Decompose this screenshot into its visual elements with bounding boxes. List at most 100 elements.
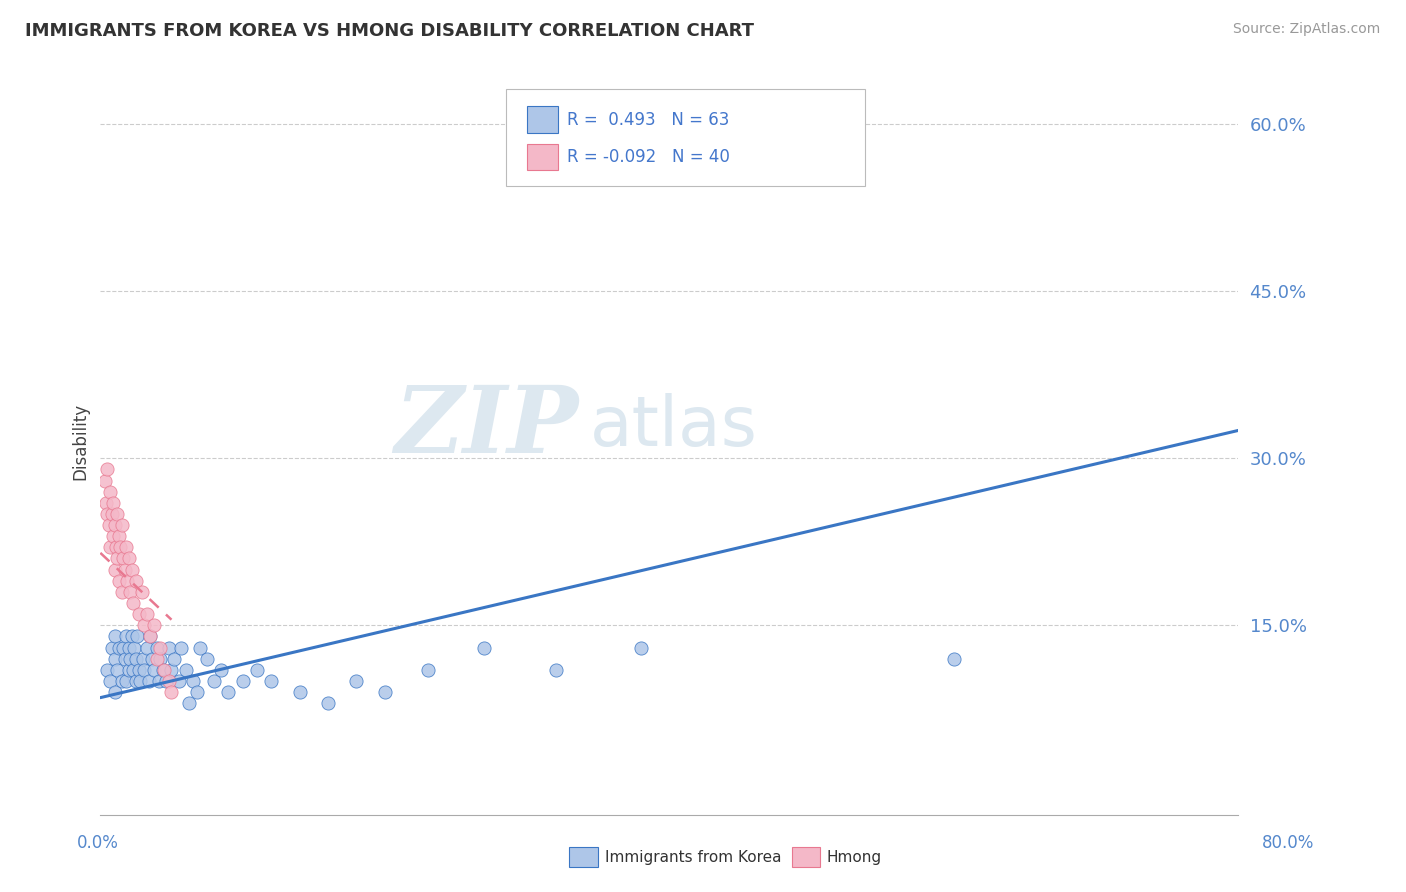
Point <box>136 607 159 621</box>
Point <box>117 574 139 588</box>
Point <box>107 551 129 566</box>
Point <box>101 529 124 543</box>
Point <box>217 685 239 699</box>
Point <box>101 496 124 510</box>
Point <box>94 496 117 510</box>
Text: 80.0%: 80.0% <box>1263 834 1315 852</box>
Point <box>141 651 163 665</box>
Point <box>105 541 128 555</box>
Point <box>474 640 496 655</box>
Point <box>136 640 159 655</box>
Point <box>232 673 254 688</box>
Point <box>107 507 129 521</box>
Text: IMMIGRANTS FROM KOREA VS HMONG DISABILITY CORRELATION CHART: IMMIGRANTS FROM KOREA VS HMONG DISABILIT… <box>25 22 754 40</box>
Point <box>120 585 142 599</box>
Point <box>148 673 170 688</box>
Point <box>118 640 141 655</box>
Point <box>103 518 125 533</box>
Point <box>146 651 169 665</box>
Point <box>115 673 138 688</box>
Point <box>195 651 218 665</box>
Point <box>170 640 193 655</box>
Text: 0.0%: 0.0% <box>77 834 120 852</box>
Point <box>115 629 138 643</box>
Point <box>108 574 131 588</box>
Point <box>100 640 122 655</box>
Point <box>108 640 131 655</box>
Point <box>110 541 132 555</box>
Point <box>122 663 145 677</box>
Point <box>98 673 121 688</box>
Point <box>138 673 160 688</box>
Point <box>124 640 146 655</box>
Point <box>544 663 567 677</box>
Text: ZIP: ZIP <box>394 382 578 472</box>
Point <box>112 640 135 655</box>
Point <box>246 663 269 677</box>
Point <box>157 640 180 655</box>
Point <box>100 507 122 521</box>
Point <box>125 651 148 665</box>
Point <box>177 696 200 710</box>
Point <box>115 541 138 555</box>
Point <box>112 551 135 566</box>
Text: Source: ZipAtlas.com: Source: ZipAtlas.com <box>1233 22 1381 37</box>
Point <box>111 673 134 688</box>
Text: atlas: atlas <box>589 393 758 460</box>
Text: R =  0.493   N = 63: R = 0.493 N = 63 <box>567 111 728 128</box>
Point <box>344 673 367 688</box>
Y-axis label: Disability: Disability <box>72 403 89 480</box>
Text: Immigrants from Korea: Immigrants from Korea <box>605 850 782 864</box>
Point <box>125 574 148 588</box>
Point <box>96 663 118 677</box>
Point <box>114 651 136 665</box>
Point <box>103 563 125 577</box>
Point <box>160 663 183 677</box>
Point <box>139 629 162 643</box>
Point <box>129 673 152 688</box>
Point <box>167 673 190 688</box>
Point <box>152 663 174 677</box>
Point <box>93 474 115 488</box>
Point <box>157 673 180 688</box>
Point <box>143 618 166 632</box>
Point <box>96 507 118 521</box>
Point <box>153 663 176 677</box>
Point <box>160 685 183 699</box>
Point <box>143 663 166 677</box>
Point <box>188 640 211 655</box>
Point <box>108 529 131 543</box>
Point <box>146 640 169 655</box>
Point <box>122 596 145 610</box>
Point <box>186 685 208 699</box>
Point <box>98 484 121 499</box>
Point <box>181 673 204 688</box>
Point <box>288 685 311 699</box>
Point <box>316 696 339 710</box>
Point <box>111 585 134 599</box>
Point <box>98 541 121 555</box>
Point <box>121 629 143 643</box>
Point <box>209 663 232 677</box>
Point <box>149 640 172 655</box>
Point <box>163 651 186 665</box>
Point <box>111 518 134 533</box>
Point <box>128 607 150 621</box>
Point <box>97 518 120 533</box>
Point <box>942 651 965 665</box>
Point <box>630 640 652 655</box>
Point <box>134 618 156 632</box>
Point <box>155 673 177 688</box>
Point <box>103 629 125 643</box>
Point <box>149 651 172 665</box>
Point <box>260 673 283 688</box>
Point <box>103 685 125 699</box>
Point <box>132 651 155 665</box>
Point <box>139 629 162 643</box>
Point <box>416 663 439 677</box>
Point <box>131 585 153 599</box>
Point <box>374 685 396 699</box>
Point <box>121 563 143 577</box>
Text: Hmong: Hmong <box>827 850 882 864</box>
Point <box>118 663 141 677</box>
